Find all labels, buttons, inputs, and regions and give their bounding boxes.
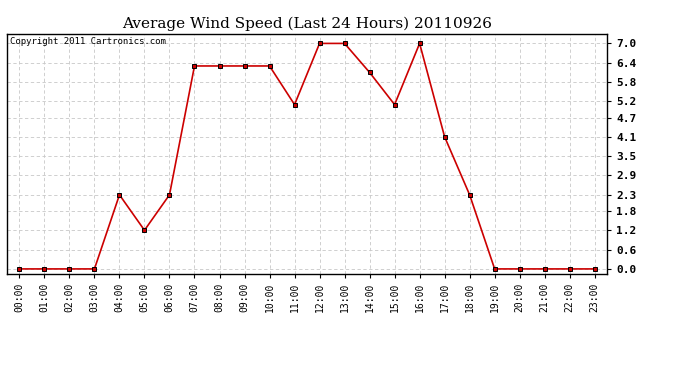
Title: Average Wind Speed (Last 24 Hours) 20110926: Average Wind Speed (Last 24 Hours) 20110…: [122, 17, 492, 31]
Text: Copyright 2011 Cartronics.com: Copyright 2011 Cartronics.com: [10, 38, 166, 46]
